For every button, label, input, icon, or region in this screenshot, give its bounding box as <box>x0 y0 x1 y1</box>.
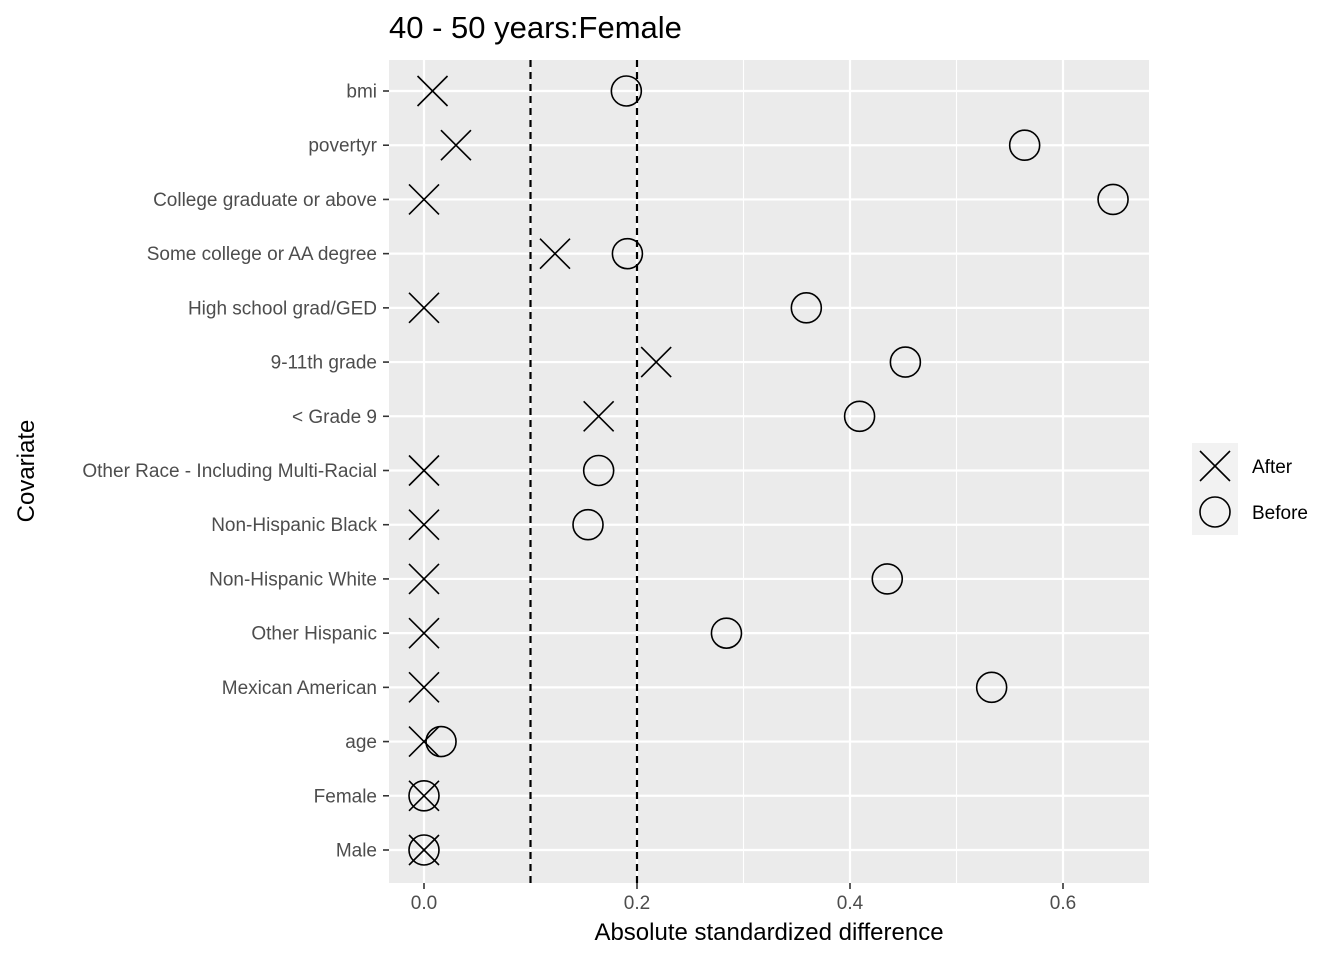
x-tick-label: 0.0 <box>411 893 437 914</box>
y-axis: bmi povertyr College graduate or above Some… <box>82 82 389 862</box>
point-before <box>408 779 440 812</box>
y-tick-label: Female <box>314 786 377 807</box>
point-after-stroke <box>408 509 440 541</box>
legend-label-after: After <box>1252 457 1293 478</box>
point-after-stroke <box>408 292 440 324</box>
y-tick-label: Non-Hispanic White <box>209 569 377 590</box>
point-after-stroke <box>408 454 440 487</box>
y-tick-label: 9-11th grade <box>271 353 377 374</box>
chart-title: 40 - 50 years:Female <box>389 10 682 45</box>
y-tick-label: povertyr <box>308 136 377 157</box>
point-before <box>790 292 823 324</box>
point-after <box>539 238 571 270</box>
point-before <box>975 671 1008 704</box>
y-tick-label: Mexican American <box>222 678 377 699</box>
point-before <box>425 725 457 758</box>
point-after-stroke <box>583 400 615 432</box>
point-after-stroke <box>539 238 571 270</box>
data-points <box>408 75 1129 866</box>
point-after-stroke <box>408 671 440 703</box>
y-tick-label: Other Hispanic <box>251 624 377 645</box>
point-before <box>710 617 743 649</box>
point-after <box>408 292 440 324</box>
point-before <box>1097 183 1129 216</box>
point-after-stroke <box>640 346 672 378</box>
point-after-stroke <box>408 183 440 215</box>
point-after-stroke <box>408 563 440 595</box>
point-after-stroke <box>408 617 440 649</box>
x-tick-label: 0.6 <box>1050 893 1076 914</box>
y-tick-label: bmi <box>346 82 377 103</box>
point-after <box>408 671 440 703</box>
point-after <box>408 183 440 215</box>
point-after <box>408 780 440 812</box>
point-after <box>640 346 672 378</box>
point-before <box>572 508 604 541</box>
point-after <box>583 400 615 432</box>
point-before <box>843 400 876 433</box>
point-after <box>408 834 440 866</box>
x-axis-title: Absolute standardized difference <box>594 919 943 946</box>
x-tick-label: 0.2 <box>624 893 650 914</box>
x-axis: 0.0 0.2 0.4 0.6 <box>411 883 1076 914</box>
y-tick-label: age <box>345 732 377 753</box>
point-after <box>416 75 449 107</box>
y-tick-label: Male <box>336 841 377 862</box>
y-axis-title: Covariate <box>13 420 40 523</box>
point-before <box>611 237 644 270</box>
point-before <box>610 75 643 107</box>
point-after <box>408 563 440 595</box>
point-after <box>408 454 440 487</box>
legend-key-before-icon <box>1199 496 1231 528</box>
legend-key-before-bg <box>1192 489 1238 535</box>
point-before <box>1008 129 1041 162</box>
y-tick-label: College graduate or above <box>153 190 377 211</box>
point-after <box>408 617 440 649</box>
point-before <box>408 834 440 866</box>
y-tick-label: < Grade 9 <box>292 407 377 428</box>
point-after <box>440 129 472 161</box>
point-after-stroke <box>408 726 440 758</box>
point-after-stroke <box>416 75 449 107</box>
reference-lines <box>529 60 639 883</box>
point-after-stroke <box>408 780 440 812</box>
y-tick-label: High school grad/GED <box>188 298 377 319</box>
y-tick-label: Some college or AA degree <box>147 244 377 265</box>
legend-key-after-icon <box>1199 450 1231 482</box>
x-tick-label: 0.4 <box>837 893 864 914</box>
point-after-stroke <box>408 834 440 866</box>
point-before <box>582 454 615 487</box>
y-tick-label: Non-Hispanic Black <box>211 515 377 536</box>
point-after <box>408 509 440 541</box>
point-before <box>871 563 904 595</box>
point-before <box>889 346 922 378</box>
legend: After Before <box>1192 443 1308 535</box>
y-tick-label: Other Race - Including Multi-Racial <box>82 461 377 482</box>
point-after <box>408 726 440 758</box>
legend-label-before: Before <box>1252 503 1308 524</box>
point-after-stroke <box>440 129 472 161</box>
